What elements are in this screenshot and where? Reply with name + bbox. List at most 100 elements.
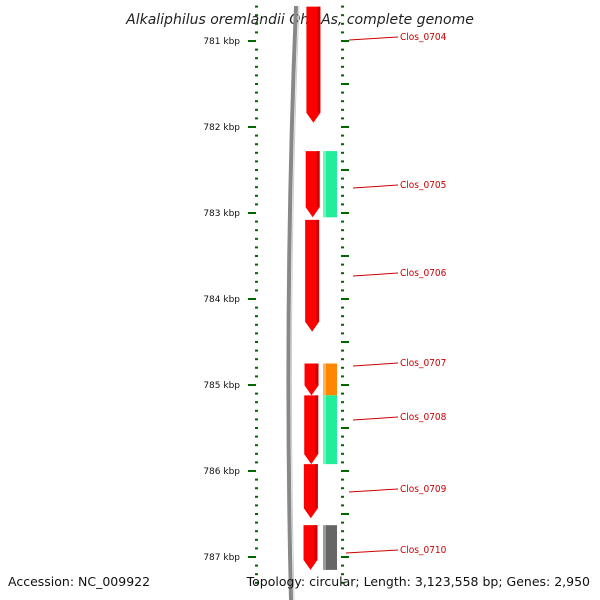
gene-arrow [305,151,320,218]
feature-block [323,395,337,465]
scale-tick-left [255,220,258,223]
backbone-group [286,5,300,600]
scale-tick-right [341,280,344,283]
gene-label[interactable]: Clos_0709 [400,484,447,495]
scale-tick-left [255,401,258,404]
scale-tick-right [341,203,344,206]
gene-arrow-shade [315,395,319,455]
scale-tick-left [255,538,258,541]
feature-block [323,525,337,570]
scale-tick-left [255,134,258,137]
scale-tick-left [255,117,258,120]
scale-tick-left [255,495,258,498]
feature-block-highlight [323,525,326,570]
gene-label[interactable]: Clos_0707 [400,358,446,369]
gene-label[interactable]: Clos_0705 [400,180,446,191]
scale-tick-right [341,83,349,85]
scale-tick-left [255,452,258,455]
gene-label[interactable]: Clos_0708 [400,412,447,423]
scale-tick-right [341,229,344,232]
scale-tick-right [341,100,344,103]
scale-tick-left [255,349,258,352]
scale-tick-left [255,547,258,550]
scale-tick-left [255,358,258,361]
scale-tick-left [255,255,258,257]
scale-tick-left [255,435,258,438]
scale-tick-right [341,220,344,223]
scale-tick-right [341,160,344,163]
scale-tick-right [341,315,344,318]
scale-tick-right [341,375,344,378]
scale-tick-left [255,246,258,249]
scale-tick-left [255,5,258,8]
scale-tick-label: 782 kbp [203,123,240,133]
scale-tick-left [255,74,258,77]
scale-ticks: 781 kbp 782 kbp 783 kbp 784 kbp 785 kbp 786 k… [203,5,349,584]
scale-tick-right [341,74,344,77]
scale-tick-right [341,495,344,498]
scale-tick-label: 786 kbp [203,467,240,477]
scale-tick-left [255,564,258,567]
scale-tick-right [341,358,344,361]
scale-tick-left [255,306,258,309]
scale-tick-right [341,151,344,154]
scale-tick-label: 781 kbp [203,37,240,47]
scale-tick-left [248,298,256,300]
scale-tick-right [341,513,349,515]
scale-tick-right [341,143,344,146]
scale-tick-right [341,392,344,395]
scale-tick-left [255,315,258,318]
scale-tick-right [341,581,344,584]
scale-tick-right [341,22,344,25]
scale-tick-right [341,263,344,266]
scale-tick-label: 787 kbp [203,553,240,563]
scale-tick-right [341,255,349,257]
scale-tick-right [341,40,349,42]
scale-tick-left [255,151,258,154]
scale-tick-right [341,177,344,180]
gene-label[interactable]: Clos_0706 [400,268,447,279]
scale-tick-right [341,538,344,541]
scale-tick-right [341,134,344,137]
scale-tick-left [255,366,258,369]
scale-tick-left [255,272,258,275]
scale-tick-left [255,100,258,103]
gene-arrow [304,363,319,396]
gene-label-leader [352,362,399,367]
scale-tick-left [255,177,258,180]
scale-tick-right [341,48,344,51]
scale-tick-left [255,31,258,34]
scale-tick-left [255,478,258,481]
scale-tick-label: 783 kbp [203,209,240,219]
scale-tick-right [341,332,344,335]
scale-tick-left [255,581,258,584]
scale-tick-left [248,212,256,214]
scale-tick-right [341,521,344,524]
gene-arrow-shade [317,6,321,113]
scale-tick-right [341,237,344,240]
scale-tick-label: 785 kbp [203,381,240,391]
scale-tick-right [341,108,344,111]
gene-label[interactable]: Clos_0704 [400,32,447,43]
scale-tick-left [255,169,258,171]
scale-tick-right [341,57,344,60]
gene-label-leader [352,416,399,421]
gene-arrow [303,464,318,519]
scale-tick-right [341,452,344,455]
gene-arrow-shade [314,525,318,560]
scale-tick-right [341,14,344,17]
scale-tick-right [341,117,344,120]
scale-tick-right [341,409,344,412]
gene-label[interactable]: Clos_0710 [400,545,447,556]
scale-tick-left [255,461,258,464]
scale-tick-right [341,323,344,326]
scale-tick-left [248,556,256,558]
scale-tick-left [255,444,258,447]
scale-tick-right [341,65,344,68]
scale-tick-left [255,263,258,266]
feature-block [323,151,337,218]
scale-tick-left [255,332,258,335]
scale-tick-right [341,126,349,128]
topology-text: Topology: circular; Length: 3,123,558 bp… [246,574,590,589]
